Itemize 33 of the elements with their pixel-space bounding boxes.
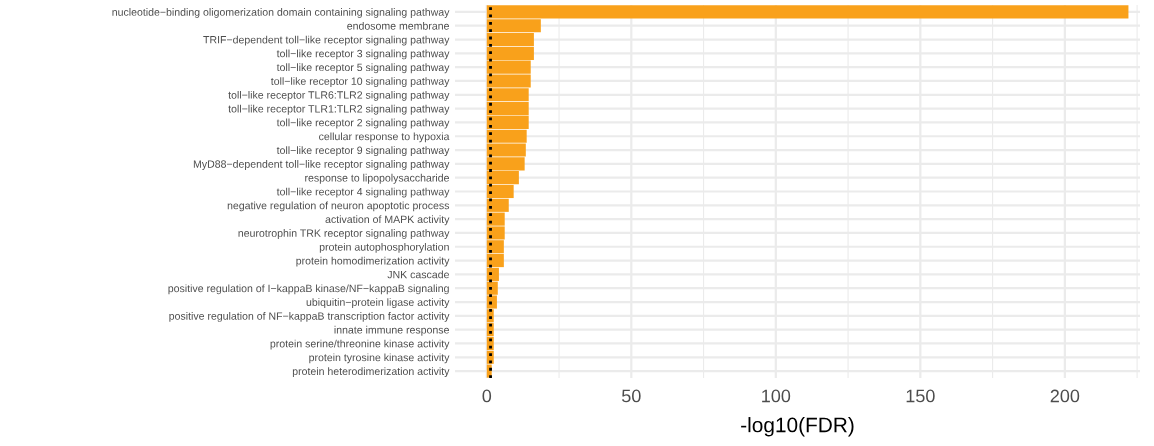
y-tick-label: endosome membrane — [347, 21, 449, 30]
y-tick-label: toll−like receptor 5 signaling pathway — [276, 63, 450, 74]
y-tick-label: neurotrophin TRK receptor signaling pathway — [238, 229, 450, 239]
x-tick-label: 150 — [906, 389, 935, 403]
y-tick-label: protein homodimerization activity — [296, 256, 450, 267]
y-tick-label: protein heterodimerization activity — [292, 367, 450, 378]
x-tick-label: 0 — [482, 389, 492, 403]
y-tick-label: activation of MAPK activity — [325, 215, 450, 226]
y-tick-label: toll−like receptor TLR6:TLR2 signaling pathway — [228, 90, 450, 101]
y-tick-label: TRIF−dependent toll−like receptor signaling pathway — [203, 35, 450, 46]
y-tick-label: toll−like receptor 10 signaling pathway — [270, 77, 450, 87]
x-axis-title: -log10(FDR) — [741, 417, 854, 437]
y-tick-label: toll−like receptor 9 signaling pathway — [276, 146, 450, 157]
y-tick-label: protein tyrosine kinase activity — [309, 353, 450, 364]
y-tick-label: negative regulation of neuron apoptotic process — [227, 201, 450, 212]
y-tick-label: toll−like receptor 2 signaling pathway — [276, 118, 450, 129]
y-tick-label: positive regulation of NF−kappaB transcription factor activity — [169, 312, 450, 322]
y-tick-label: cellular response to hypoxia — [319, 132, 450, 143]
y-tick-label: innate immune response — [334, 325, 449, 336]
y-tick-label: response to lipopolysaccharide — [305, 173, 449, 184]
y-tick-label: protein serine/threonine kinase activity — [270, 339, 450, 350]
y-tick-label: toll−like receptor TLR1:TLR2 signaling pathway — [228, 104, 450, 115]
y-tick-label: ubiquitin−protein ligase activity — [306, 298, 450, 309]
x-tick-label: 50 — [621, 389, 641, 403]
y-tick-label: protein autophosphorylation — [319, 242, 449, 253]
x-tick-label: 200 — [1050, 389, 1080, 403]
x-tick-label: 100 — [762, 389, 791, 403]
y-tick-label: toll−like receptor 4 signaling pathway — [276, 187, 450, 198]
y-tick-label: nucleotide−binding oligomerization domain containing signaling pathway — [112, 8, 450, 18]
y-tick-label: JNK cascade — [387, 270, 449, 279]
y-tick-label: toll−like receptor 3 signaling pathway — [276, 49, 450, 60]
y-tick-label: positive regulation of I−kappaB kinase/NF−kappaB signaling — [168, 284, 449, 295]
y-tick-label: MyD88−dependent toll−like receptor signaling pathway — [193, 160, 450, 170]
